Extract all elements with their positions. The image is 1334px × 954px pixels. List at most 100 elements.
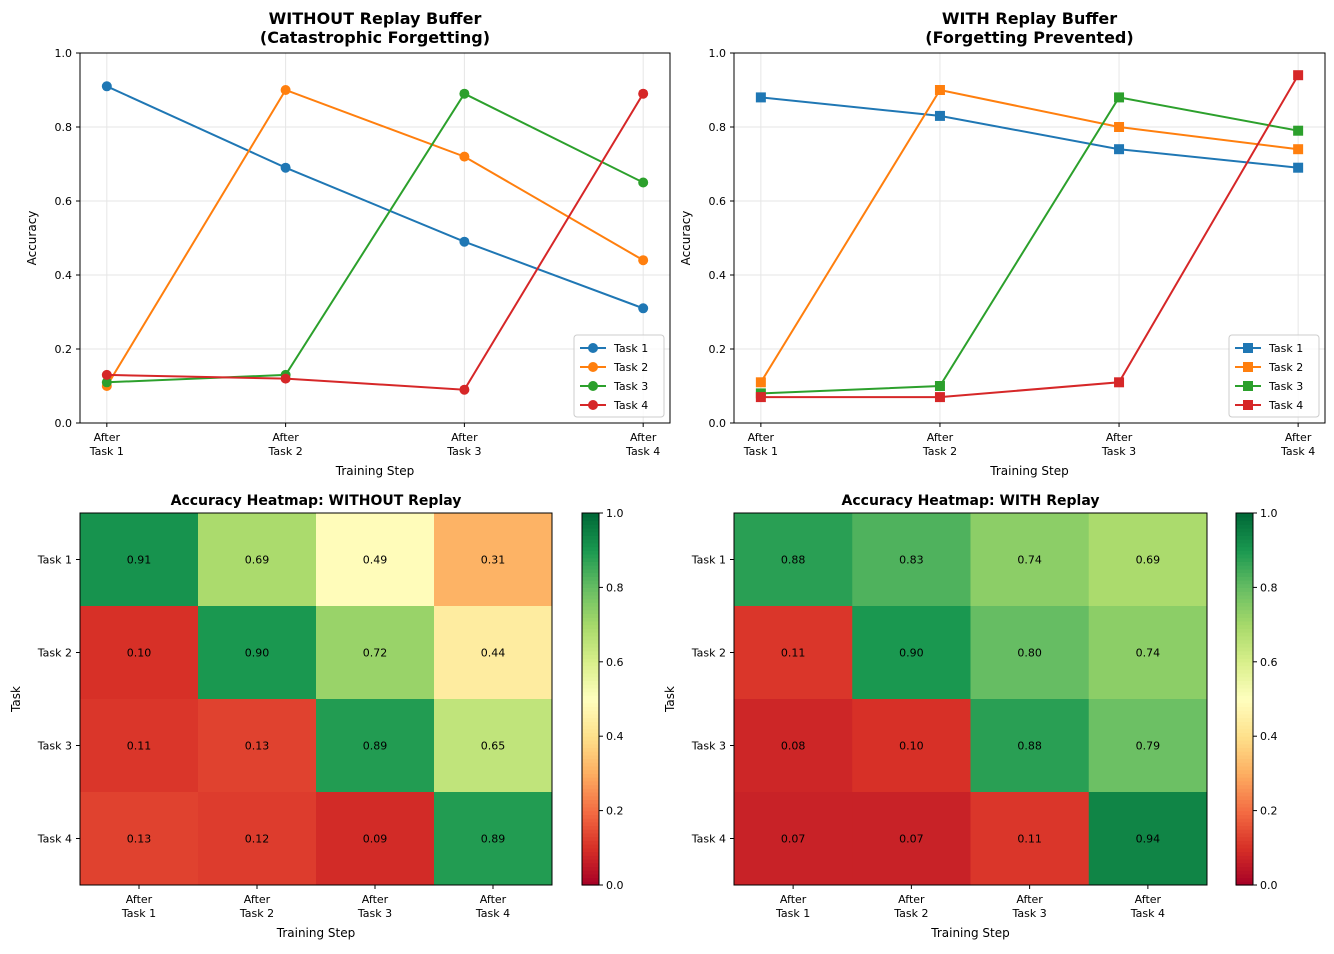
chart-title: Accuracy Heatmap: WITHOUT Replay — [171, 493, 462, 509]
heatmap-cell — [734, 513, 853, 607]
cell-label: 0.74 — [1017, 554, 1042, 567]
y-tick-label: 0.6 — [55, 195, 73, 208]
y-tick-label: Task 3 — [37, 740, 72, 753]
y-tick-label: 0.2 — [709, 343, 727, 356]
x-axis-label: Training Step — [989, 464, 1069, 478]
data-point — [934, 110, 945, 121]
cell-label: 0.10 — [127, 647, 152, 660]
heatmap-cell — [198, 606, 317, 700]
cell-label: 0.09 — [363, 833, 388, 846]
cell-label: 0.79 — [1136, 740, 1161, 753]
data-point — [1293, 162, 1304, 173]
cell-label: 0.69 — [245, 554, 270, 567]
chart-title: WITHOUT Replay Buffer (Catastrophic Forge… — [260, 9, 490, 47]
x-axis-label: Training Step — [930, 926, 1010, 940]
series-line-2 — [105, 88, 644, 387]
cell-label: 0.94 — [1136, 833, 1161, 846]
data-point — [638, 303, 649, 314]
data-point — [638, 255, 649, 266]
cell-label: 0.74 — [1136, 647, 1161, 660]
heatmap-cell — [970, 699, 1090, 793]
legend-entry: Task 1 — [613, 342, 648, 355]
heatmap-cell — [316, 792, 435, 886]
data-point — [1114, 377, 1125, 388]
axes-frame — [79, 512, 553, 886]
cell-label: 0.49 — [363, 554, 388, 567]
heatmap-cell — [1088, 699, 1208, 793]
line-chart-1: 0.0 0.2 0.4 0.6 0.8 1.0 After Task 1 After Task 2… — [679, 9, 1326, 478]
x-tick-label: After Task 1 — [775, 893, 810, 920]
cell-label: 0.11 — [1017, 833, 1042, 846]
colorbar-tick-label: 0.6 — [606, 656, 624, 669]
y-tick-label: Task 1 — [37, 554, 72, 567]
x-tick-label: After Task 1 — [121, 893, 156, 920]
data-point — [1114, 122, 1125, 132]
colorbar-tick-label: 0.0 — [1260, 879, 1278, 892]
legend-entry: Task 2 — [613, 361, 648, 374]
data-point — [459, 384, 470, 395]
data-point — [638, 88, 649, 99]
data-point — [1293, 70, 1304, 81]
colorbar-tick-label: 0.2 — [1260, 805, 1278, 818]
x-axis-label: Training Step — [276, 926, 356, 940]
y-tick-label: 0.0 — [709, 417, 727, 430]
series-line-1 — [760, 96, 1299, 169]
axes-frame — [733, 512, 1208, 886]
data-point — [459, 88, 470, 99]
data-point — [934, 381, 945, 391]
data-point — [934, 85, 945, 95]
x-tick-label: After Task 3 — [1012, 893, 1047, 920]
y-tick-label: 0.4 — [709, 269, 727, 282]
colorbar: 0.0 0.2 0.4 0.6 0.8 1.0 — [581, 507, 624, 892]
cell-label: 0.11 — [127, 740, 152, 753]
heatmap-cell — [198, 513, 317, 607]
y-axis-label: Task — [9, 686, 23, 713]
y-tick-label: 0.0 — [55, 417, 73, 430]
data-point — [934, 392, 945, 403]
y-tick-label: 0.6 — [709, 195, 727, 208]
heatmap-cell — [734, 606, 853, 700]
colorbar: 0.0 0.2 0.4 0.6 0.8 1.0 — [1235, 507, 1278, 892]
legend-entry: Task 4 — [613, 399, 648, 412]
y-tick-label: Task 1 — [691, 554, 726, 567]
colorbar-tick-label: 1.0 — [606, 507, 624, 520]
data-point — [101, 369, 112, 380]
cell-label: 0.07 — [899, 833, 924, 846]
cell-label: 0.65 — [481, 740, 506, 753]
legend-entry: Task 4 — [1268, 399, 1303, 412]
y-tick-label: Task 3 — [691, 740, 726, 753]
x-tick-label: After Task 2 — [239, 893, 274, 920]
data-point — [755, 92, 766, 103]
data-point — [1293, 144, 1304, 155]
cell-label: 0.89 — [363, 740, 388, 753]
colorbar-tick-label: 0.8 — [606, 581, 624, 594]
heatmap-cell — [852, 513, 971, 607]
chart-title: WITH Replay Buffer (Forgetting Prevented) — [925, 9, 1133, 47]
cell-label: 0.88 — [1017, 740, 1042, 753]
y-tick-label: Task 2 — [691, 647, 726, 660]
heatmap-cell — [316, 513, 435, 607]
y-tick-label: 0.8 — [55, 121, 73, 134]
heatmap-cell — [852, 699, 971, 793]
colorbar-tick-label: 0.8 — [1260, 581, 1278, 594]
heatmap-cell — [80, 792, 199, 886]
heatmap-cell — [434, 606, 553, 700]
heatmap-cell — [970, 606, 1090, 700]
colorbar-tick-label: 0.4 — [1260, 730, 1278, 743]
cell-label: 0.13 — [127, 833, 152, 846]
data-point — [755, 377, 766, 388]
x-tick-label: After Task 2 — [267, 431, 302, 458]
cell-label: 0.83 — [899, 554, 924, 567]
x-tick-label: After Task 3 — [446, 431, 481, 458]
heatmap-cell — [80, 606, 199, 700]
y-tick-label: 1.0 — [709, 47, 727, 60]
legend-entry: Task 3 — [1268, 380, 1303, 393]
heatmap-cell — [316, 699, 435, 793]
colorbar-tick-label: 0.2 — [606, 805, 624, 818]
x-tick-label: After Task 2 — [893, 893, 928, 920]
legend-entry: Task 3 — [613, 380, 648, 393]
y-tick-label: 0.2 — [55, 343, 73, 356]
heatmap-cell — [434, 513, 553, 607]
legend: Task 1 Task 2 Task 3 Task 4 — [1228, 334, 1320, 418]
